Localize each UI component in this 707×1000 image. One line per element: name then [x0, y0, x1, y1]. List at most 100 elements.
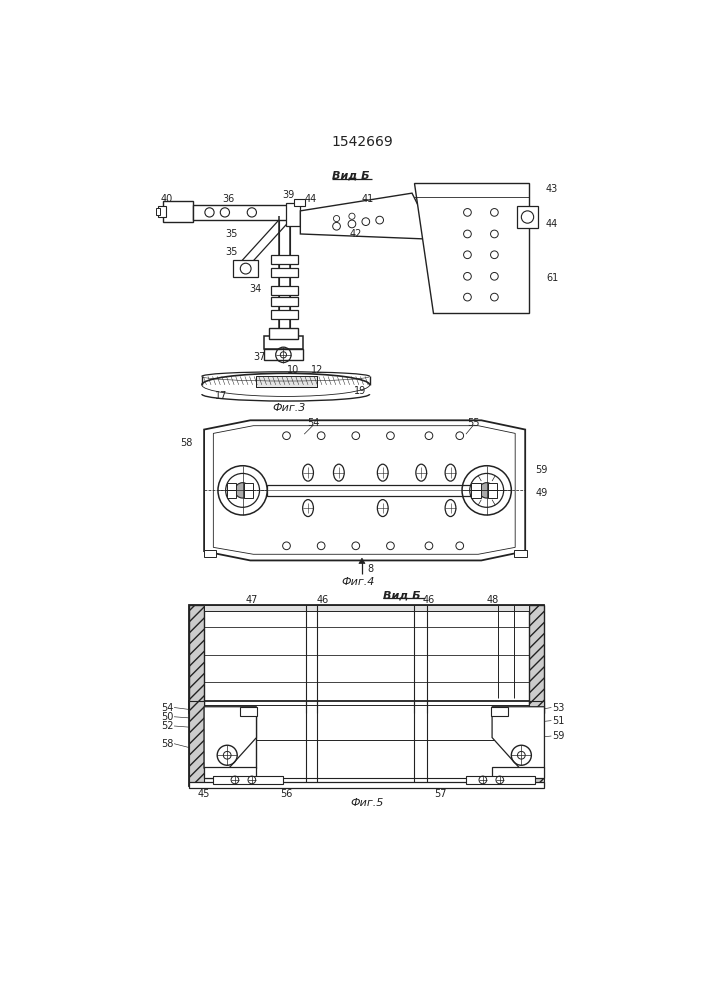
Bar [271, 255, 298, 264]
Text: 40: 40 [161, 194, 173, 204]
Text: 58: 58 [161, 739, 173, 749]
Bar [271, 268, 298, 277]
Bar [518, 206, 537, 228]
Text: 37: 37 [253, 352, 266, 362]
Text: 44: 44 [546, 219, 559, 229]
Bar [233, 260, 258, 277]
Text: 44: 44 [304, 194, 317, 204]
Polygon shape [492, 707, 544, 768]
Ellipse shape [445, 464, 456, 481]
Circle shape [235, 483, 250, 498]
Bar [163, 201, 192, 222]
Text: 59: 59 [535, 465, 548, 475]
Bar [244, 483, 253, 490]
Text: 35: 35 [226, 229, 238, 239]
Bar [227, 483, 236, 490]
Text: 55: 55 [467, 418, 480, 428]
Bar [267, 485, 487, 496]
Text: 41: 41 [361, 194, 373, 204]
Bar [515, 550, 527, 557]
Text: 42: 42 [349, 229, 362, 239]
Text: 56: 56 [280, 789, 293, 799]
Circle shape [479, 483, 494, 498]
Text: 34: 34 [249, 284, 261, 294]
Bar [204, 550, 216, 557]
Bar [204, 605, 529, 611]
Bar [189, 701, 544, 786]
Text: 39: 39 [282, 190, 294, 200]
Text: 17: 17 [215, 391, 227, 401]
Polygon shape [359, 558, 365, 564]
Text: 50: 50 [161, 712, 173, 722]
Text: 54: 54 [161, 703, 173, 713]
Bar [271, 310, 298, 319]
Text: 19: 19 [354, 386, 366, 396]
Text: 57: 57 [434, 789, 447, 799]
Bar [279, 216, 291, 339]
Bar [472, 483, 481, 490]
Polygon shape [414, 183, 529, 312]
Bar [491, 707, 508, 716]
Text: 35: 35 [226, 247, 238, 257]
Text: 43: 43 [546, 184, 559, 194]
Polygon shape [300, 193, 435, 239]
Text: 59: 59 [552, 731, 564, 741]
Text: Вид Б: Вид Б [332, 170, 369, 180]
Text: 61: 61 [546, 273, 559, 283]
Ellipse shape [303, 464, 313, 481]
Bar [492, 767, 544, 778]
Bar [271, 286, 298, 295]
Polygon shape [204, 707, 257, 768]
Bar [529, 605, 544, 713]
Bar [158, 206, 165, 217]
Text: 45: 45 [198, 789, 210, 799]
Text: 58: 58 [180, 438, 192, 448]
Text: 10: 10 [286, 365, 299, 375]
Bar [214, 776, 283, 784]
Ellipse shape [378, 464, 388, 481]
Ellipse shape [445, 500, 456, 517]
Bar [189, 701, 204, 786]
Ellipse shape [378, 500, 388, 517]
Text: 1542669: 1542669 [331, 135, 393, 149]
Bar [156, 208, 160, 215]
Bar [189, 605, 204, 713]
Text: 47: 47 [245, 595, 258, 605]
Text: 53: 53 [552, 703, 564, 713]
Text: 49: 49 [535, 488, 547, 498]
Text: 52: 52 [160, 721, 173, 731]
Bar [227, 490, 236, 498]
Bar [240, 707, 257, 716]
Bar [189, 605, 544, 713]
Ellipse shape [303, 500, 313, 517]
Bar [529, 701, 544, 786]
Bar [271, 297, 298, 306]
Text: 51: 51 [552, 716, 564, 726]
Bar [192, 205, 299, 220]
Text: 12: 12 [311, 365, 324, 375]
Polygon shape [204, 420, 525, 560]
Text: Вид Б: Вид Б [383, 590, 421, 600]
Bar [489, 483, 498, 490]
Text: 8: 8 [368, 564, 373, 574]
Text: 36: 36 [223, 194, 235, 204]
Text: Фиг.4: Фиг.4 [341, 577, 375, 587]
Text: Фиг.3: Фиг.3 [272, 403, 305, 413]
Bar [294, 199, 305, 206]
Bar [286, 203, 300, 226]
Bar [256, 376, 317, 387]
Ellipse shape [416, 464, 426, 481]
Text: 46: 46 [423, 595, 435, 605]
Text: 48: 48 [486, 595, 499, 605]
Bar [269, 328, 298, 339]
Bar [189, 782, 544, 788]
Bar [264, 336, 303, 349]
Ellipse shape [334, 464, 344, 481]
Bar [489, 490, 498, 498]
Bar [264, 349, 303, 360]
Text: 54: 54 [308, 418, 320, 428]
Text: Фиг.5: Фиг.5 [351, 798, 384, 808]
Bar [244, 490, 253, 498]
Bar [204, 767, 257, 778]
Text: 46: 46 [317, 595, 329, 605]
